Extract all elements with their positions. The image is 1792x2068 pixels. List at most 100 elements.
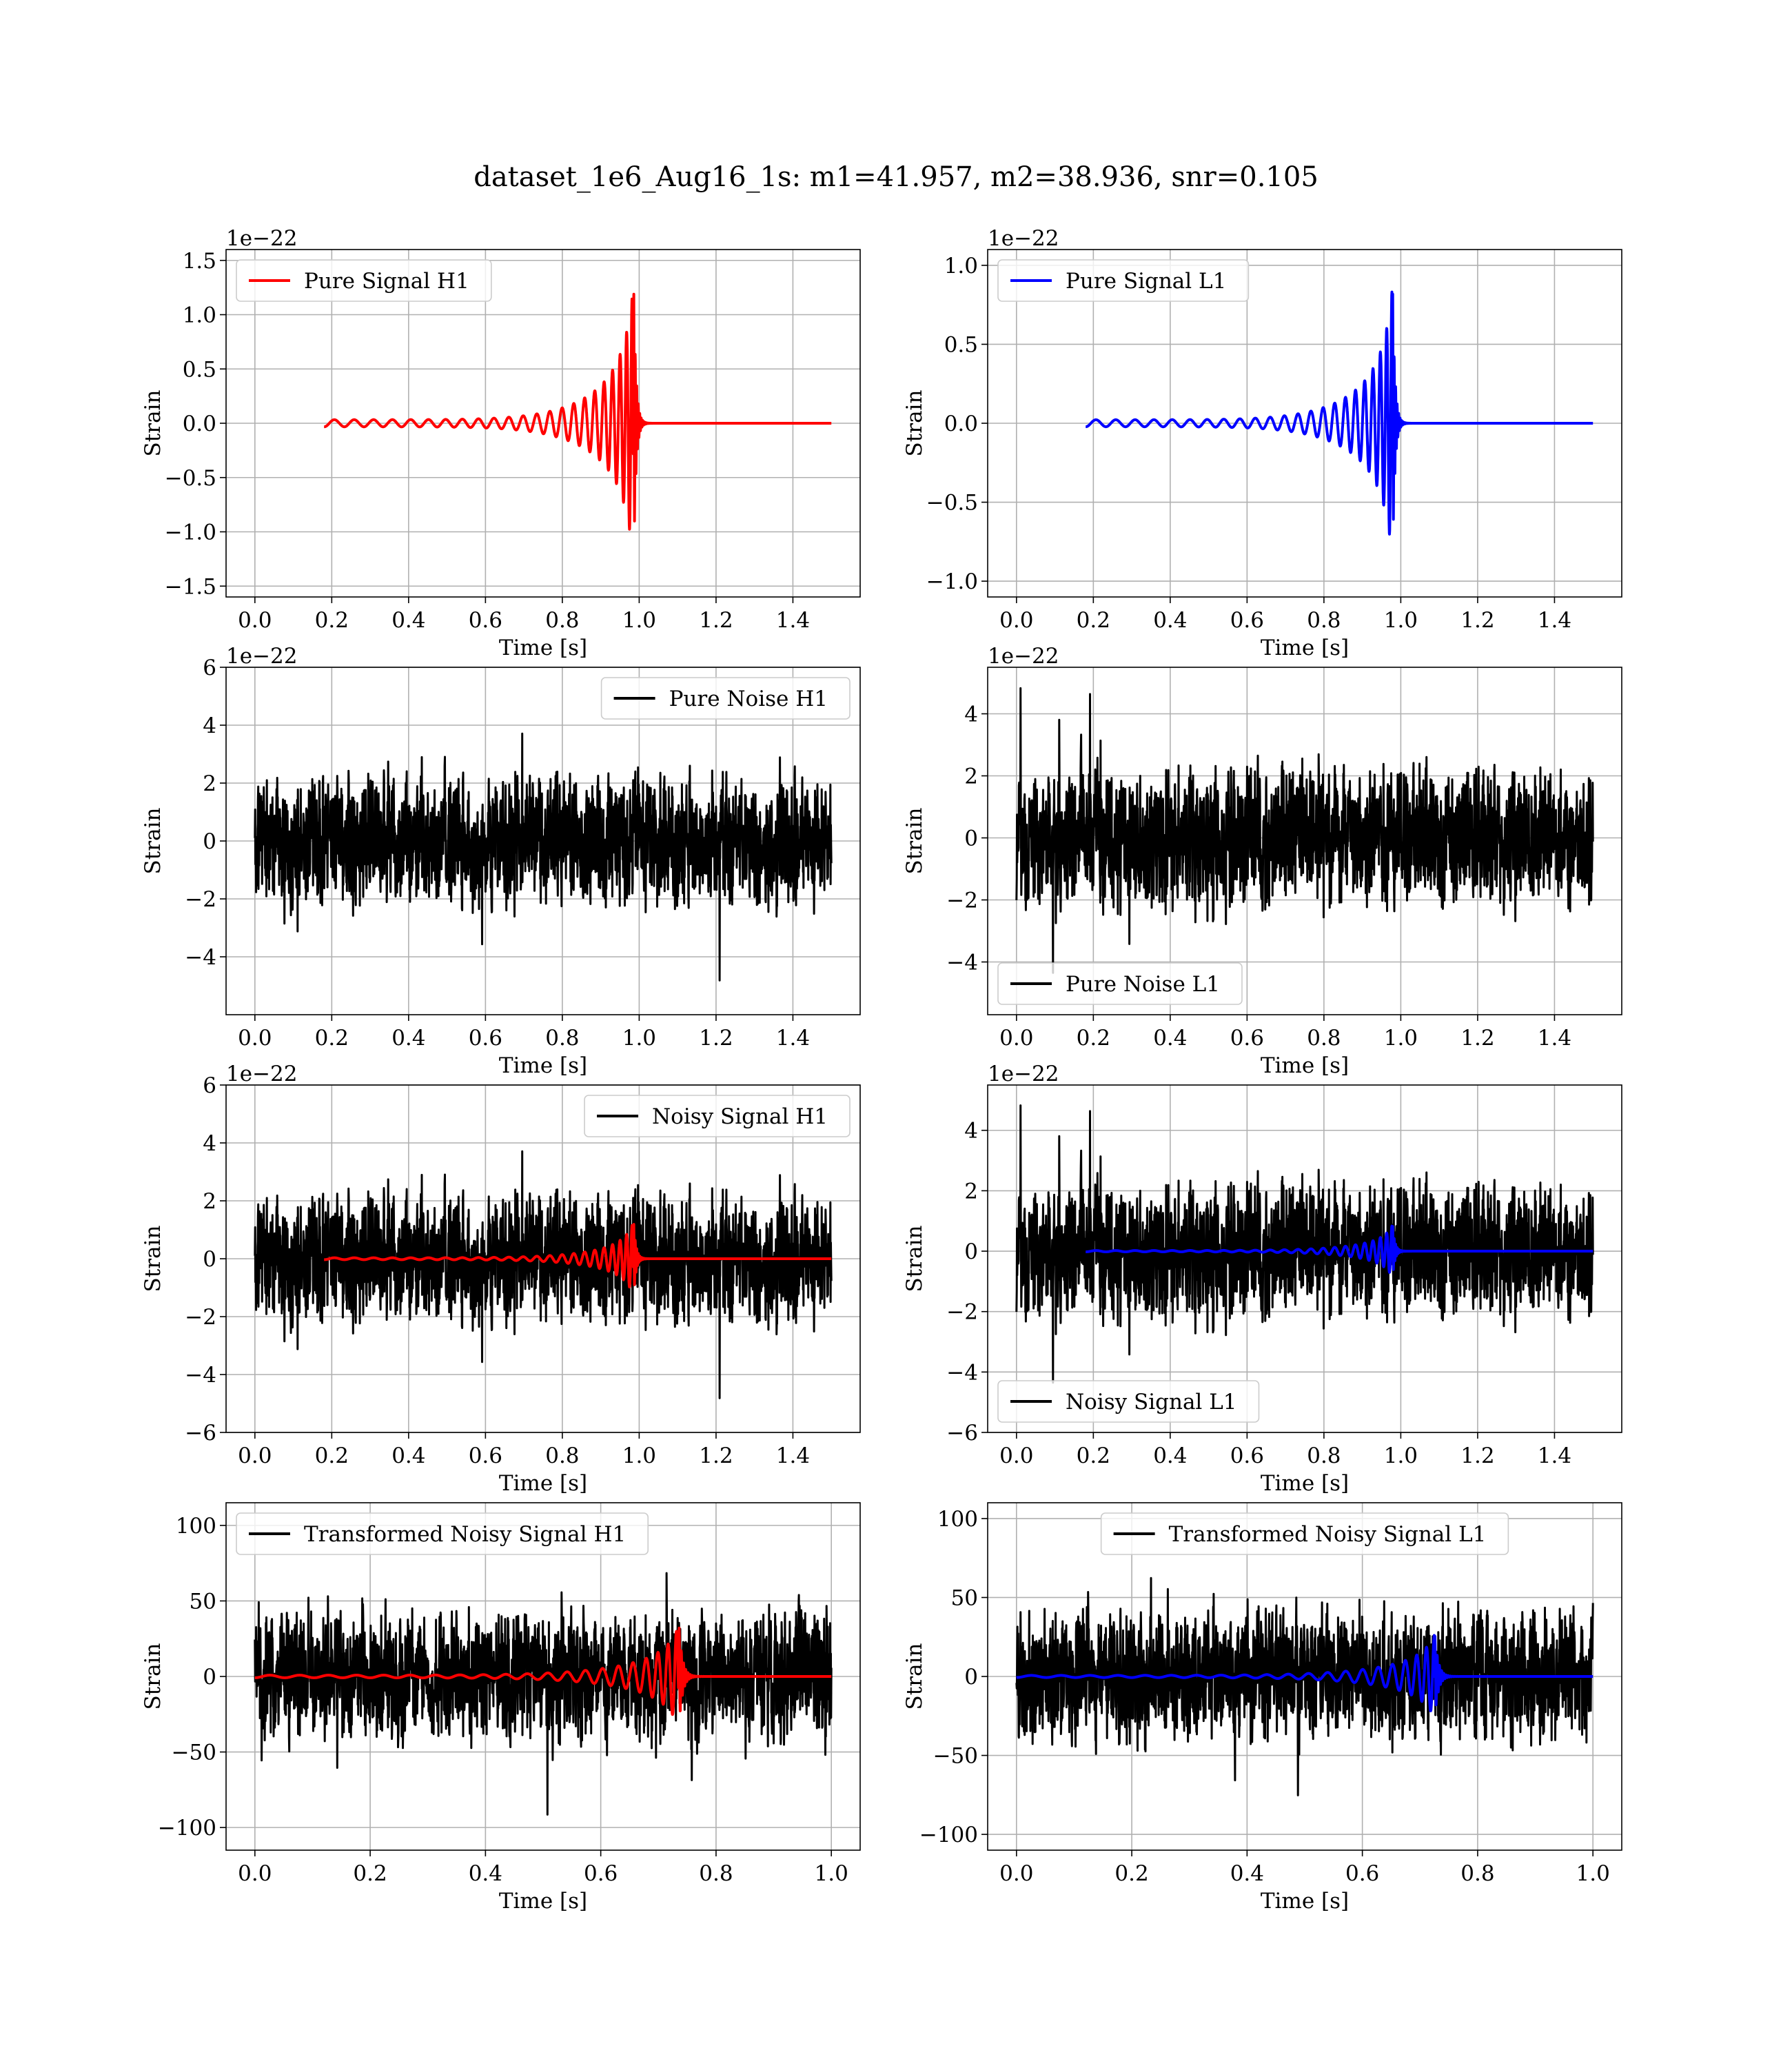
legend: Pure Noise H1 xyxy=(600,677,851,720)
series-line-pure-noise-l1 xyxy=(1015,687,1594,974)
y-tick-label: −100 xyxy=(919,1823,978,1847)
x-tick-label: 0.0 xyxy=(238,1443,272,1468)
x-tick-label: 1.0 xyxy=(1384,608,1418,633)
x-tick-label: 1.0 xyxy=(815,1861,848,1886)
series-group xyxy=(1015,1577,1594,1796)
x-tick-label: 0.4 xyxy=(1153,1443,1187,1468)
y-axis-label: Strain xyxy=(141,1643,165,1710)
y-axis-label: Strain xyxy=(141,808,165,875)
series-group xyxy=(254,1150,833,1399)
panel-pure-noise-l1: 0.0 0.2 0.4 0.6 0.8 1.0 1.2 1.4 −4 −2 0 2 4 1e−22 Time… xyxy=(902,644,1622,1078)
x-tick-label: 0.0 xyxy=(999,1443,1033,1468)
y-tick-label: −50 xyxy=(933,1744,978,1769)
x-tick-label: 0.8 xyxy=(545,1443,579,1468)
x-tick-label: 1.0 xyxy=(1384,1443,1418,1468)
x-tick-label: 1.4 xyxy=(776,1443,810,1468)
x-tick-label: 0.6 xyxy=(1230,1026,1264,1051)
legend-box xyxy=(236,259,492,302)
x-axis-label: Time [s] xyxy=(499,636,587,660)
y-tick-label: −100 xyxy=(158,1816,216,1841)
legend: Transformed Noisy Signal H1 xyxy=(236,1512,649,1555)
x-tick-label: 1.4 xyxy=(1538,1443,1571,1468)
legend: Pure Signal H1 xyxy=(236,259,492,302)
legend: Pure Noise L1 xyxy=(997,962,1243,1005)
offset-text: 1e−22 xyxy=(226,644,298,669)
x-tick-label: 1.0 xyxy=(622,608,656,633)
y-tick-label: 1.0 xyxy=(183,303,216,328)
series-line-pure-signal-l1 xyxy=(1084,290,1594,536)
legend-label: Pure Noise L1 xyxy=(1066,972,1220,997)
y-tick-label: −4 xyxy=(185,1363,216,1388)
x-tick-label: 0.2 xyxy=(315,608,349,633)
x-tick-label: 0.6 xyxy=(1345,1861,1379,1886)
y-tick-label: −4 xyxy=(185,945,216,970)
x-tick-label: 1.4 xyxy=(776,1026,810,1051)
x-tick-label: 0.6 xyxy=(469,1026,502,1051)
legend-box xyxy=(584,1095,851,1137)
series-group xyxy=(254,732,833,982)
y-tick-label: 0.0 xyxy=(183,412,216,436)
series-line-pure-noise-h1 xyxy=(254,732,833,982)
y-tick-label: 0.5 xyxy=(183,357,216,382)
x-tick-label: 0.4 xyxy=(1153,1026,1187,1051)
x-tick-label: 1.4 xyxy=(776,608,810,633)
x-tick-label: 0.6 xyxy=(469,1443,502,1468)
series-line-transformed-noisy-signal-h1 xyxy=(254,1572,833,1816)
y-tick-label: −2 xyxy=(946,1300,978,1325)
series-group xyxy=(1084,290,1594,536)
legend: Noisy Signal L1 xyxy=(997,1380,1260,1423)
legend-label: Pure Signal L1 xyxy=(1066,269,1226,294)
panel-pure-signal-l1: 0.0 0.2 0.4 0.6 0.8 1.0 1.2 1.4 −1.0 −0.5 0.0 0.5 1.… xyxy=(902,226,1622,660)
y-axis-label: Strain xyxy=(902,1226,927,1292)
x-tick-label: 0.6 xyxy=(469,608,502,633)
legend-box xyxy=(997,259,1250,302)
x-tick-label: 0.2 xyxy=(315,1443,349,1468)
x-tick-label: 1.2 xyxy=(699,608,733,633)
x-axis-label: Time [s] xyxy=(1261,1053,1349,1078)
x-tick-label: 0.6 xyxy=(1230,1443,1264,1468)
x-tick-label: 0.2 xyxy=(353,1861,387,1886)
x-tick-label: 0.6 xyxy=(1230,608,1264,633)
x-tick-label: 0.4 xyxy=(469,1861,502,1886)
y-tick-label: 50 xyxy=(190,1589,216,1614)
y-tick-label: 4 xyxy=(964,702,978,727)
x-tick-label: 0.2 xyxy=(315,1026,349,1051)
y-tick-label: −50 xyxy=(172,1741,216,1765)
legend: Transformed Noisy Signal L1 xyxy=(1100,1512,1509,1555)
y-axis-label: Strain xyxy=(141,390,165,457)
legend-box xyxy=(1100,1512,1509,1555)
x-tick-label: 0.4 xyxy=(1230,1861,1264,1886)
y-tick-label: 2 xyxy=(964,1179,978,1204)
x-tick-label: 0.0 xyxy=(999,608,1033,633)
x-tick-label: 0.0 xyxy=(238,1026,272,1051)
legend-label: Noisy Signal L1 xyxy=(1066,1390,1237,1415)
y-tick-label: −0.5 xyxy=(926,491,978,516)
y-tick-label: 2 xyxy=(203,771,216,796)
y-tick-label: 4 xyxy=(203,713,216,738)
offset-text: 1e−22 xyxy=(226,1062,298,1086)
y-tick-label: −1.0 xyxy=(926,569,978,594)
y-tick-label: 2 xyxy=(964,764,978,789)
x-tick-label: 1.0 xyxy=(1384,1026,1418,1051)
series-line-overlay-1 xyxy=(323,1223,833,1288)
y-tick-label: 100 xyxy=(937,1507,978,1532)
legend-box xyxy=(997,962,1243,1005)
y-axis-label: Strain xyxy=(902,1643,927,1710)
x-axis-label: Time [s] xyxy=(1261,636,1349,660)
y-tick-label: −2 xyxy=(185,1305,216,1330)
x-tick-label: 1.0 xyxy=(622,1026,656,1051)
y-tick-label: −6 xyxy=(185,1421,216,1446)
y-tick-label: 0 xyxy=(203,829,216,854)
y-tick-label: 4 xyxy=(203,1131,216,1156)
y-tick-label: 0.0 xyxy=(944,412,978,436)
y-tick-label: 0.5 xyxy=(944,332,978,357)
y-axis-label: Strain xyxy=(902,390,927,457)
x-tick-label: 0.2 xyxy=(1077,1443,1110,1468)
x-tick-label: 1.4 xyxy=(1538,1026,1571,1051)
y-tick-label: 1.0 xyxy=(944,254,978,278)
x-tick-label: 0.8 xyxy=(1460,1861,1494,1886)
y-axis-label: Strain xyxy=(902,808,927,875)
y-tick-label: −6 xyxy=(946,1421,978,1446)
x-tick-label: 0.2 xyxy=(1077,608,1110,633)
y-tick-label: −2 xyxy=(946,889,978,913)
